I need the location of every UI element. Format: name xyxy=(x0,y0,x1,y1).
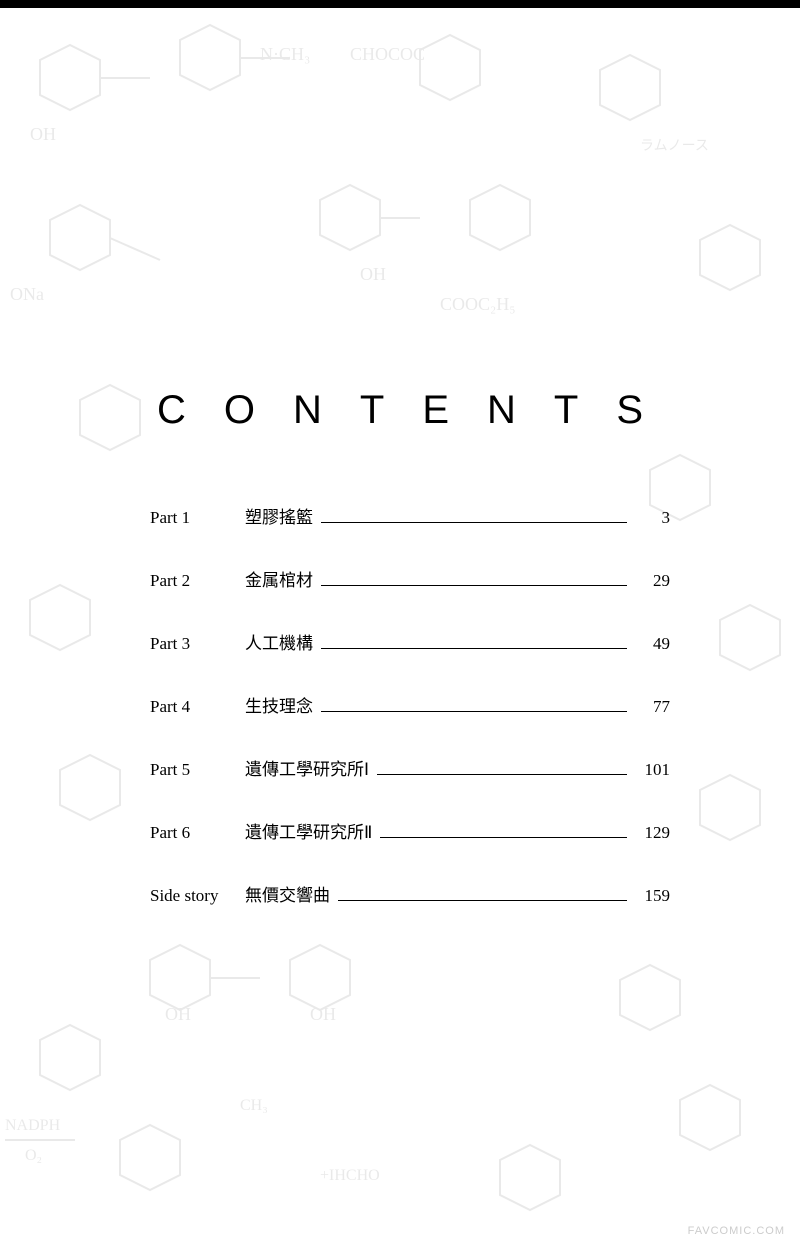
chapter-title: 塑膠搖籃 xyxy=(245,503,313,528)
chapter-title: 人工機構 xyxy=(245,629,313,654)
part-label: Part 5 xyxy=(150,760,245,780)
svg-text:OH: OH xyxy=(310,1004,336,1024)
part-label: Part 3 xyxy=(150,634,245,654)
toc-row: Part 4 生技理念 77 xyxy=(150,692,670,717)
part-label: Side story xyxy=(150,886,245,906)
toc-row: Part 3 人工機構 49 xyxy=(150,629,670,654)
leader-line xyxy=(321,585,627,586)
part-label: Part 4 xyxy=(150,697,245,717)
contents-heading: CONTENTS xyxy=(0,388,800,433)
part-label: Part 1 xyxy=(150,508,245,528)
page-number: 49 xyxy=(635,634,670,654)
toc-row: Part 1 塑膠搖籃 3 xyxy=(150,503,670,528)
page-number: 159 xyxy=(635,886,670,906)
watermark-text: FAVCOMIC.COM xyxy=(688,1225,785,1237)
svg-text:CH₃: CH₃ xyxy=(240,1097,268,1114)
table-of-contents: Part 1 塑膠搖籃 3 Part 2 金属棺材 29 Part 3 人工機構… xyxy=(130,503,670,906)
chapter-title: 遺傳工學研究所Ⅱ xyxy=(245,818,372,843)
chapter-title: 遺傳工學研究所Ⅰ xyxy=(245,755,369,780)
chapter-title: 金属棺材 xyxy=(245,566,313,591)
leader-line xyxy=(321,522,627,523)
toc-row: Part 5 遺傳工學研究所Ⅰ 101 xyxy=(150,755,670,780)
page-number: 101 xyxy=(635,760,670,780)
leader-line xyxy=(380,837,627,838)
page-number: 3 xyxy=(635,508,670,528)
leader-line xyxy=(377,774,627,775)
part-label: Part 6 xyxy=(150,823,245,843)
leader-line xyxy=(321,648,627,649)
toc-row: Part 6 遺傳工學研究所Ⅱ 129 xyxy=(150,818,670,843)
chapter-title: 無價交響曲 xyxy=(245,881,330,906)
leader-line xyxy=(321,711,627,712)
part-label: Part 2 xyxy=(150,571,245,591)
page-number: 29 xyxy=(635,571,670,591)
svg-text:NADPH: NADPH xyxy=(5,1117,61,1134)
toc-row: Side story 無價交響曲 159 xyxy=(150,881,670,906)
svg-text:O₂: O₂ xyxy=(25,1147,42,1164)
contents-container: CONTENTS Part 1 塑膠搖籃 3 Part 2 金属棺材 29 Pa… xyxy=(0,8,800,906)
svg-text:OH: OH xyxy=(165,1004,191,1024)
svg-text:+IHCHO: +IHCHO xyxy=(320,1167,380,1184)
leader-line xyxy=(338,900,627,901)
chapter-title: 生技理念 xyxy=(245,692,313,717)
toc-row: Part 2 金属棺材 29 xyxy=(150,566,670,591)
page-number: 129 xyxy=(635,823,670,843)
page-number: 77 xyxy=(635,697,670,717)
